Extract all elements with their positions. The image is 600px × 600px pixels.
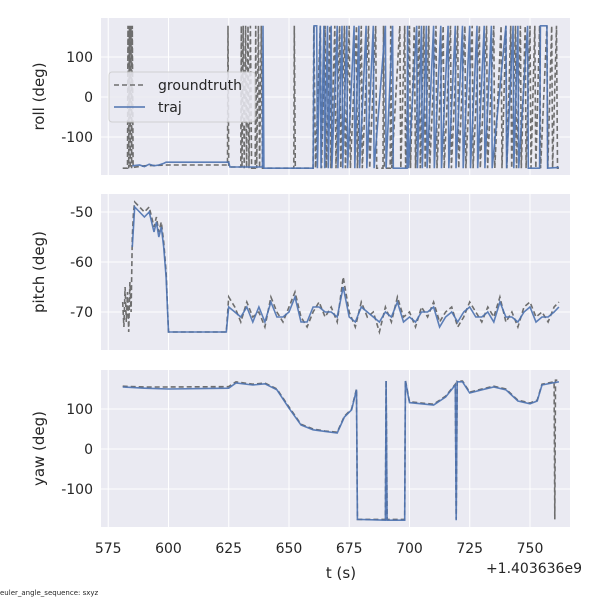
y-axis-label: roll (deg)	[30, 62, 48, 130]
y-axis-label: yaw (deg)	[30, 411, 48, 486]
y-tick-label: 0	[84, 90, 93, 106]
subplot-roll: 100 0 -100 roll (deg) groundtruth traj	[30, 18, 570, 175]
legend-label-traj: traj	[158, 100, 182, 116]
y-axis-label: pitch (deg)	[30, 231, 48, 313]
footer-note: euler_angle_sequence: sxyz	[0, 589, 99, 597]
x-tick-label: 650	[276, 541, 303, 557]
x-tick-label: 725	[456, 541, 483, 557]
y-tick-label: -50	[70, 205, 93, 221]
y-tick-label: -70	[70, 305, 93, 321]
series-line-traj	[131, 205, 560, 333]
x-tick-label: 575	[95, 541, 122, 557]
y-tick-label: -100	[61, 130, 93, 146]
subplot-yaw: 575 600 625 650 675 700 725 750 100 0 -100 yaw (deg…	[30, 370, 582, 582]
x-tick-label: 700	[396, 541, 423, 557]
legend-box	[108, 71, 256, 123]
x-offset-label: +1.403636e9	[486, 561, 582, 577]
series-line-traj	[122, 380, 560, 522]
subplot-pitch: -50 -60 -70 pitch (deg)	[30, 194, 570, 350]
x-axis-label: t (s)	[326, 564, 356, 582]
plot-background	[101, 194, 570, 350]
y-tick-label: 100	[66, 402, 93, 418]
x-tick-label: 625	[215, 541, 242, 557]
legend: groundtruth traj	[108, 71, 256, 123]
y-tick-label: -60	[70, 255, 93, 271]
series-line-groundtruth	[121, 200, 560, 336]
x-tick-label: 750	[517, 541, 544, 557]
x-tick-label: 600	[155, 541, 182, 557]
x-tick-label: 675	[336, 541, 363, 557]
legend-label-groundtruth: groundtruth	[158, 78, 242, 94]
y-tick-label: -100	[61, 482, 93, 498]
series-line-traj	[132, 25, 559, 170]
y-tick-label: 0	[84, 442, 93, 458]
y-tick-label: 100	[66, 50, 93, 66]
